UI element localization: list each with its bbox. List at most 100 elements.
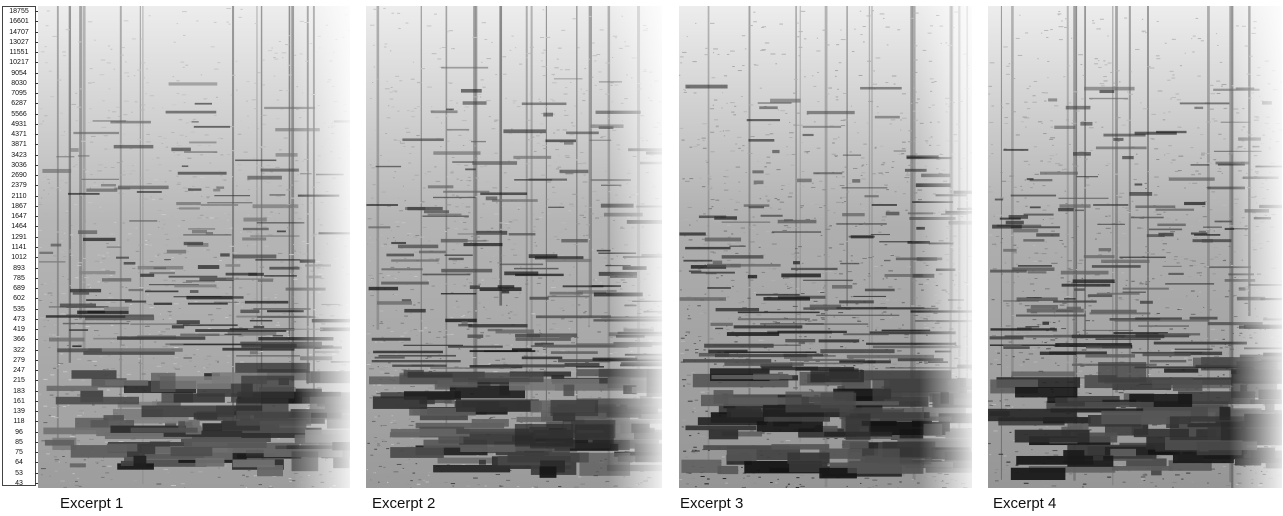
frequency-tick-mark — [35, 175, 39, 177]
frequency-tick-label: 9054 — [11, 69, 27, 77]
frequency-tick-mark — [35, 123, 39, 125]
spectrogram-image — [366, 6, 662, 488]
frequency-tick-mark — [35, 329, 39, 331]
frequency-tick-mark — [35, 41, 39, 43]
frequency-tick-mark — [35, 472, 39, 474]
frequency-tick-label: 13027 — [9, 38, 29, 46]
frequency-tick-label: 2690 — [11, 172, 27, 180]
frequency-tick-label: 16601 — [9, 18, 29, 26]
frequency-tick-label: 6287 — [11, 100, 27, 108]
caption-excerpt-3: Excerpt 3 — [680, 495, 744, 512]
frequency-tick-label: 535 — [13, 305, 25, 313]
frequency-tick-label: 419 — [13, 326, 25, 334]
frequency-tick-label: 18755 — [9, 8, 29, 15]
frequency-tick-label: 8030 — [11, 79, 27, 87]
frequency-tick-label: 64 — [15, 459, 23, 467]
frequency-tick-mark — [35, 431, 39, 433]
frequency-tick-label: 366 — [13, 336, 25, 344]
spectrogram-excerpt-2 — [366, 6, 662, 488]
frequency-tick-label: 2379 — [11, 182, 27, 190]
caption-excerpt-1: Excerpt 1 — [60, 495, 124, 512]
frequency-tick-label: 2110 — [11, 192, 27, 200]
frequency-tick-label: 322 — [13, 346, 25, 354]
frequency-tick-label: 3036 — [11, 161, 27, 169]
frequency-tick-mark — [35, 298, 39, 300]
frequency-tick-label: 247 — [13, 367, 25, 375]
frequency-tick-label: 118 — [13, 418, 25, 426]
frequency-axis: 18755 16601 14707 13027 11551 10217 9054 8030 70… — [2, 6, 39, 487]
frequency-tick-mark — [35, 411, 39, 413]
frequency-tick-label: 161 — [13, 397, 25, 405]
frequency-tick-label: 5566 — [11, 110, 27, 118]
frequency-tick-mark — [35, 267, 39, 269]
frequency-tick-label: 4371 — [11, 131, 27, 139]
frequency-tick-mark — [35, 195, 39, 197]
frequency-tick-label: 96 — [15, 428, 23, 436]
spectrogram-excerpt-3 — [679, 6, 972, 488]
caption-excerpt-2: Excerpt 2 — [372, 495, 436, 512]
frequency-tick-mark — [35, 144, 39, 146]
frequency-tick-label: 75 — [15, 449, 23, 457]
frequency-tick-mark — [35, 82, 39, 84]
frequency-tick-label: 215 — [13, 377, 25, 385]
frequency-tick-label: 785 — [13, 274, 25, 282]
frequency-tick-mark — [35, 400, 39, 402]
frequency-tick-label: 893 — [13, 264, 25, 272]
frequency-tick-mark — [35, 216, 39, 218]
frequency-tick-label: 1464 — [11, 223, 27, 231]
frequency-tick-mark — [35, 349, 39, 351]
frequency-tick-label: 139 — [13, 408, 25, 416]
frequency-tick-label: 473 — [13, 315, 25, 323]
frequency-tick-mark — [35, 93, 39, 95]
frequency-tick-mark — [35, 441, 39, 443]
frequency-tick-mark — [35, 52, 39, 54]
frequency-tick-mark — [35, 483, 39, 484]
frequency-tick-mark — [35, 185, 39, 187]
spectrogram-excerpt-1 — [38, 6, 350, 488]
frequency-tick-mark — [35, 154, 39, 156]
frequency-tick-mark — [35, 226, 39, 228]
frequency-tick-label: 10217 — [9, 59, 29, 67]
frequency-tick-mark — [35, 236, 39, 238]
frequency-tick-mark — [35, 11, 39, 12]
caption-excerpt-4: Excerpt 4 — [993, 495, 1057, 512]
frequency-tick-mark — [35, 72, 39, 74]
spectrogram-image — [38, 6, 350, 488]
frequency-tick-mark — [35, 205, 39, 207]
frequency-tick-label: 1291 — [11, 233, 27, 241]
frequency-tick-mark — [35, 247, 39, 248]
frequency-tick-mark — [35, 103, 39, 105]
frequency-tick-mark — [35, 462, 39, 464]
frequency-tick-mark — [35, 339, 39, 341]
frequency-tick-mark — [35, 21, 39, 23]
frequency-tick-mark — [35, 288, 39, 290]
frequency-tick-label: 85 — [15, 438, 23, 446]
frequency-tick-label: 43 — [15, 480, 23, 487]
frequency-tick-label: 1867 — [11, 202, 27, 210]
frequency-tick-label: 602 — [13, 295, 25, 303]
frequency-tick-label: 14707 — [9, 28, 29, 36]
frequency-tick-mark — [35, 31, 39, 33]
frequency-tick-label: 689 — [13, 285, 25, 293]
frequency-tick-mark — [35, 390, 39, 392]
frequency-tick-label: 1141 — [11, 244, 27, 251]
frequency-tick-label: 279 — [13, 356, 25, 364]
frequency-tick-label: 183 — [13, 387, 25, 395]
frequency-tick-mark — [35, 370, 39, 372]
spectrogram-image — [988, 6, 1282, 488]
frequency-tick-mark — [35, 277, 39, 279]
frequency-tick-label: 11551 — [9, 49, 29, 57]
frequency-tick-mark — [35, 359, 39, 361]
frequency-tick-label: 53 — [15, 469, 23, 477]
frequency-tick-mark — [35, 380, 39, 382]
frequency-tick-mark — [35, 421, 39, 423]
frequency-tick-label: 1647 — [11, 213, 27, 221]
frequency-tick-mark — [35, 113, 39, 115]
frequency-tick-mark — [35, 134, 39, 136]
frequency-tick-mark — [35, 318, 39, 320]
frequency-tick-label: 1012 — [11, 254, 27, 262]
frequency-tick-mark — [35, 257, 39, 259]
frequency-tick-mark — [35, 452, 39, 454]
spectrogram-image — [679, 6, 972, 488]
frequency-tick-label: 3871 — [11, 141, 27, 149]
